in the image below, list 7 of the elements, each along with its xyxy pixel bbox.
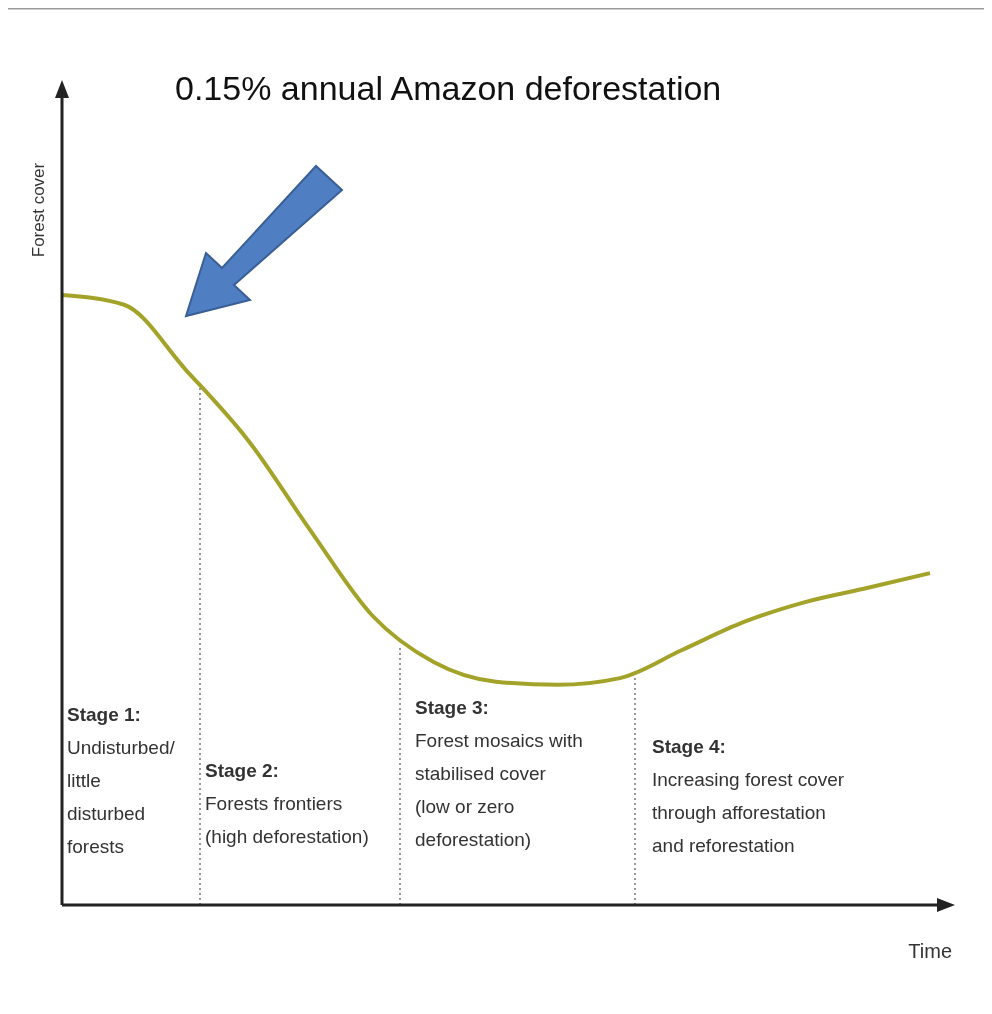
annotation: Stage 4: Increasing forest cover through afforestation and reforestation xyxy=(652,736,845,856)
annotation: Stage 2: Forests frontiers (high deforestation) xyxy=(205,760,369,847)
text: 0.15% annual Amazon deforestation xyxy=(175,69,722,107)
annotation: Stage 1: Undisturbed/ little disturbed forests xyxy=(67,704,176,857)
y-axis-title: Forest cover xyxy=(29,162,48,258)
x-axis-title: Time xyxy=(908,940,952,962)
annotation: Stage 3: Forest mosaics with stabilised cover (low or zero deforestation) xyxy=(415,697,583,850)
